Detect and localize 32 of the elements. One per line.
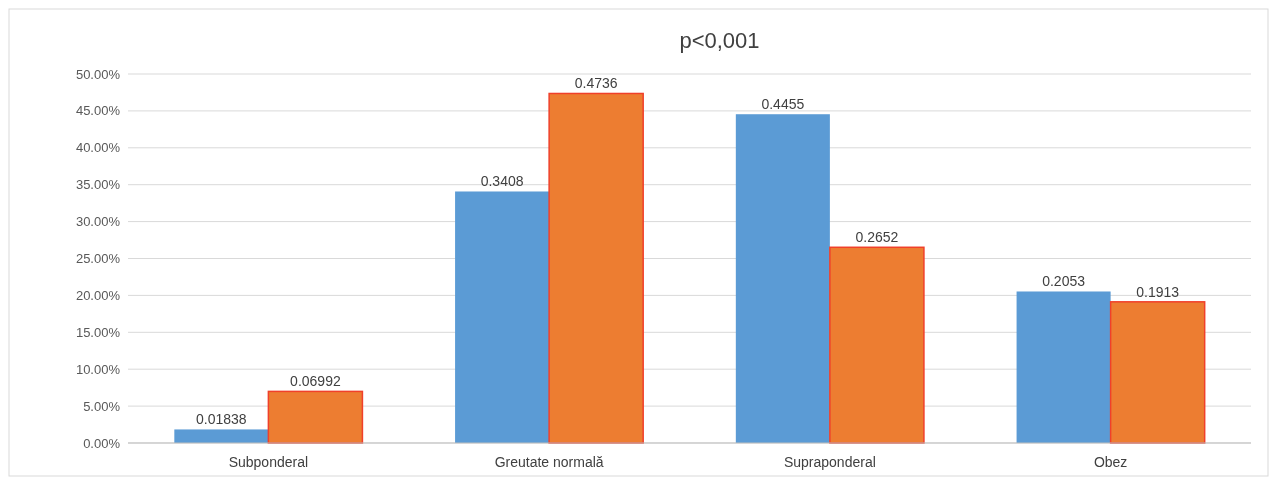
y-tick-label: 5.00% xyxy=(83,398,121,414)
y-tick-label: 50.00% xyxy=(75,66,121,82)
data-label: 0.4736 xyxy=(574,75,618,92)
data-label: 0.4455 xyxy=(761,96,805,113)
chart-title: p<0,001 xyxy=(679,28,760,53)
bar xyxy=(1016,291,1111,443)
data-label: 0.2652 xyxy=(855,229,899,246)
y-tick-label: 10.00% xyxy=(75,361,121,377)
x-tick-label: Greutate normală xyxy=(494,454,604,470)
data-label: 0.3408 xyxy=(480,173,524,190)
bar xyxy=(548,92,644,444)
y-tick-label: 0.00% xyxy=(83,435,121,451)
x-tick-label: Obez xyxy=(1093,454,1128,470)
data-label: 0.2053 xyxy=(1042,273,1086,290)
y-tick-label: 40.00% xyxy=(75,140,121,156)
x-tick-label: Supraponderal xyxy=(783,454,876,470)
bar xyxy=(267,390,364,444)
x-tick-label: Subponderal xyxy=(228,454,309,470)
data-label: 0.06992 xyxy=(290,373,341,390)
y-tick-label: 45.00% xyxy=(75,103,121,119)
bar xyxy=(735,114,830,443)
y-tick-label: 30.00% xyxy=(75,214,121,230)
y-tick-label: 20.00% xyxy=(75,287,121,303)
bar xyxy=(1109,301,1206,444)
bar xyxy=(455,191,550,443)
y-tick-label: 25.00% xyxy=(75,251,121,267)
y-tick-label: 15.00% xyxy=(75,324,121,340)
bar xyxy=(829,246,925,444)
bar xyxy=(174,429,269,443)
y-tick-label: 35.00% xyxy=(75,177,121,193)
data-label: 0.01838 xyxy=(196,411,247,428)
data-label: 0.1913 xyxy=(1136,283,1180,300)
